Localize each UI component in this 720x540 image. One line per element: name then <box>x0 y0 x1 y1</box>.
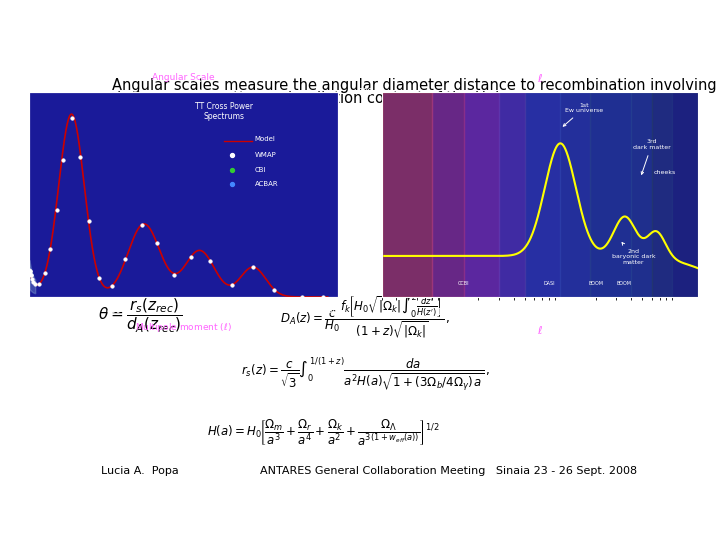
Point <box>30 280 41 288</box>
Point <box>51 206 63 215</box>
Point <box>247 262 258 271</box>
Text: $D_A(z) = \dfrac{c}{H_0} \dfrac{f_k\!\left[H_0\sqrt{|\Omega_k|}\int_0^z \frac{dz: $D_A(z) = \dfrac{c}{H_0} \dfrac{f_k\!\le… <box>280 293 450 340</box>
Point <box>23 293 35 301</box>
Bar <box>652 92 698 297</box>
Text: ANTARES General Collaboration Meeting   Sinaia 23 - 26 Sept. 2008: ANTARES General Collaboration Meeting Si… <box>260 467 637 476</box>
Point <box>24 267 35 275</box>
Point <box>26 274 37 283</box>
Bar <box>431 92 499 297</box>
Point <box>24 269 36 278</box>
Text: BOOM: BOOM <box>617 281 631 286</box>
Point <box>297 293 308 301</box>
Bar <box>382 92 464 297</box>
Point <box>23 293 35 301</box>
Point <box>74 152 86 161</box>
Bar <box>382 92 431 297</box>
Point <box>23 293 35 301</box>
Point <box>24 267 35 275</box>
Point <box>94 274 105 283</box>
Bar <box>631 92 672 297</box>
Point <box>66 114 77 123</box>
Text: dark energy, matter and radiation content of the Universe: dark energy, matter and radiation conten… <box>112 91 540 106</box>
Text: WMAP: WMAP <box>255 152 276 158</box>
Point <box>168 271 180 279</box>
Point <box>45 245 56 253</box>
Point <box>57 156 68 165</box>
Text: CCBI: CCBI <box>458 281 469 286</box>
Point <box>39 269 50 278</box>
Point <box>204 256 216 265</box>
Point <box>136 221 148 230</box>
Point <box>27 278 39 286</box>
Point <box>24 271 36 279</box>
Point <box>24 266 35 274</box>
Point <box>151 239 163 247</box>
Point <box>25 271 37 279</box>
Text: ACBAR: ACBAR <box>255 181 279 187</box>
Bar <box>590 92 652 297</box>
Text: $\theta = \dfrac{r_s(z_{rec})}{d_A(z_{rec})}$: $\theta = \dfrac{r_s(z_{rec})}{d_A(z_{re… <box>98 298 183 335</box>
Bar <box>525 92 590 297</box>
Text: Angular Scale: Angular Scale <box>153 72 215 82</box>
Point <box>119 255 130 264</box>
Point <box>24 267 35 275</box>
Bar <box>464 92 525 297</box>
Point <box>226 281 238 289</box>
Point <box>107 282 118 291</box>
Text: 1st
Ew universe: 1st Ew universe <box>563 103 603 126</box>
Text: Model: Model <box>255 136 276 142</box>
Point <box>269 285 280 294</box>
Text: TT Cross Power
Spectrums: TT Cross Power Spectrums <box>195 102 253 122</box>
Bar <box>560 92 631 297</box>
Text: 3rd
dark matter: 3rd dark matter <box>633 139 670 174</box>
Point <box>83 216 94 225</box>
Text: $r_s(z) = \dfrac{c}{\sqrt{3}}\int_0^{1/(1+z)} \dfrac{da}{a^2 H(a)\sqrt{1+(3\Omeg: $r_s(z) = \dfrac{c}{\sqrt{3}}\int_0^{1/(… <box>240 356 490 393</box>
Point <box>318 293 329 301</box>
Text: Lucia A.  Popa: Lucia A. Popa <box>101 467 179 476</box>
Text: Angular scales measure the angular diameter distance to recombination involving : Angular scales measure the angular diame… <box>112 78 720 93</box>
Point <box>34 280 45 288</box>
Text: $H(a) = H_0\!\left[\dfrac{\Omega_m}{a^3} + \dfrac{\Omega_r}{a^4} + \dfrac{\Omega: $H(a) = H_0\!\left[\dfrac{\Omega_m}{a^3}… <box>207 417 440 448</box>
Bar <box>499 92 560 297</box>
Text: CBI: CBI <box>255 167 266 173</box>
Text: cheeks: cheeks <box>653 170 675 175</box>
Text: DASI: DASI <box>543 281 555 286</box>
Y-axis label: $\Delta T\ (\mu K)$: $\Delta T\ (\mu K)$ <box>340 180 353 209</box>
Text: $\ell$: $\ell$ <box>537 71 543 84</box>
Text: 2nd
baryonic dark
matter: 2nd baryonic dark matter <box>612 242 655 265</box>
X-axis label: $\ell$: $\ell$ <box>537 324 543 336</box>
Text: BOOM: BOOM <box>588 281 603 286</box>
X-axis label: Multipole moment ($\ell$): Multipole moment ($\ell$) <box>135 321 232 334</box>
Point <box>185 253 197 262</box>
